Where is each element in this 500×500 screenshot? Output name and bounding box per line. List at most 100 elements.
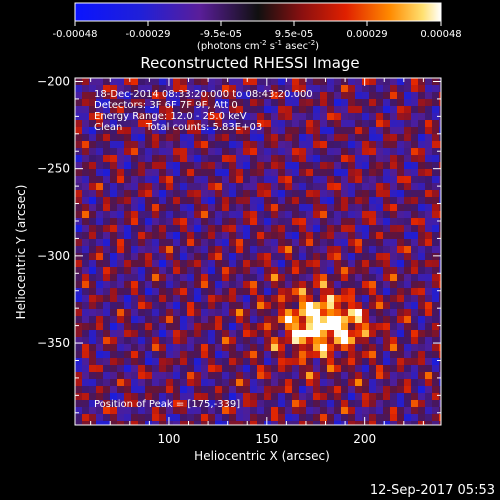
image-pixel bbox=[89, 372, 96, 379]
image-pixel bbox=[299, 337, 306, 344]
image-pixel bbox=[327, 351, 334, 358]
image-pixel bbox=[208, 204, 215, 211]
image-pixel bbox=[278, 246, 285, 253]
image-pixel bbox=[96, 274, 103, 281]
image-pixel bbox=[236, 267, 243, 274]
image-pixel bbox=[341, 78, 348, 85]
image-pixel bbox=[124, 421, 131, 425]
image-pixel bbox=[82, 162, 89, 169]
image-pixel bbox=[418, 358, 425, 365]
image-pixel bbox=[124, 323, 131, 330]
image-pixel bbox=[271, 225, 278, 232]
image-pixel bbox=[264, 78, 271, 85]
image-pixel bbox=[117, 407, 124, 414]
image-pixel bbox=[250, 106, 257, 113]
image-pixel bbox=[299, 365, 306, 372]
image-pixel bbox=[320, 309, 327, 316]
image-pixel bbox=[320, 386, 327, 393]
image-pixel bbox=[278, 267, 285, 274]
image-pixel bbox=[362, 246, 369, 253]
image-pixel bbox=[432, 85, 439, 92]
image-pixel bbox=[243, 386, 250, 393]
image-pixel bbox=[152, 148, 159, 155]
image-pixel bbox=[117, 330, 124, 337]
image-pixel bbox=[89, 99, 96, 106]
image-pixel bbox=[348, 183, 355, 190]
image-pixel bbox=[306, 183, 313, 190]
image-pixel bbox=[362, 253, 369, 260]
image-pixel bbox=[299, 183, 306, 190]
image-pixel bbox=[236, 351, 243, 358]
image-pixel bbox=[145, 267, 152, 274]
image-pixel bbox=[145, 358, 152, 365]
image-pixel bbox=[257, 239, 264, 246]
image-pixel bbox=[250, 190, 257, 197]
image-pixel bbox=[208, 372, 215, 379]
image-pixel bbox=[278, 295, 285, 302]
image-pixel bbox=[236, 141, 243, 148]
image-pixel bbox=[243, 260, 250, 267]
image-pixel bbox=[285, 169, 292, 176]
image-pixel bbox=[166, 134, 173, 141]
image-pixel bbox=[236, 393, 243, 400]
image-pixel bbox=[131, 127, 138, 134]
image-pixel bbox=[201, 316, 208, 323]
image-pixel bbox=[243, 274, 250, 281]
image-pixel bbox=[173, 162, 180, 169]
image-pixel bbox=[334, 99, 341, 106]
image-pixel bbox=[397, 197, 404, 204]
image-pixel bbox=[173, 78, 180, 85]
image-pixel bbox=[348, 337, 355, 344]
image-pixel bbox=[327, 386, 334, 393]
image-pixel bbox=[236, 337, 243, 344]
image-pixel bbox=[145, 127, 152, 134]
image-pixel bbox=[166, 393, 173, 400]
image-pixel bbox=[152, 232, 159, 239]
image-pixel bbox=[82, 239, 89, 246]
image-pixel bbox=[264, 127, 271, 134]
image-pixel bbox=[166, 400, 173, 407]
image-pixel bbox=[411, 407, 418, 414]
image-pixel bbox=[348, 281, 355, 288]
image-pixel bbox=[103, 120, 110, 127]
image-pixel bbox=[355, 386, 362, 393]
image-pixel bbox=[271, 253, 278, 260]
image-pixel bbox=[320, 85, 327, 92]
image-pixel bbox=[173, 148, 180, 155]
image-pixel bbox=[236, 134, 243, 141]
image-pixel bbox=[250, 274, 257, 281]
image-pixel bbox=[215, 85, 222, 92]
image-pixel bbox=[180, 246, 187, 253]
image-pixel bbox=[96, 344, 103, 351]
image-pixel bbox=[285, 400, 292, 407]
image-pixel bbox=[194, 141, 201, 148]
image-pixel bbox=[159, 421, 166, 425]
image-pixel bbox=[383, 99, 390, 106]
image-pixel bbox=[390, 204, 397, 211]
image-pixel bbox=[173, 400, 180, 407]
image-pixel bbox=[390, 330, 397, 337]
image-pixel bbox=[285, 218, 292, 225]
image-pixel bbox=[89, 106, 96, 113]
image-pixel bbox=[418, 85, 425, 92]
image-pixel bbox=[103, 400, 110, 407]
image-pixel bbox=[264, 85, 271, 92]
image-pixel bbox=[82, 183, 89, 190]
image-pixel bbox=[124, 85, 131, 92]
image-pixel bbox=[229, 337, 236, 344]
image-pixel bbox=[320, 267, 327, 274]
image-pixel bbox=[299, 253, 306, 260]
image-pixel bbox=[271, 414, 278, 421]
image-pixel bbox=[89, 113, 96, 120]
image-pixel bbox=[292, 414, 299, 421]
image-pixel bbox=[397, 337, 404, 344]
image-pixel bbox=[180, 232, 187, 239]
image-pixel bbox=[397, 232, 404, 239]
image-pixel bbox=[348, 176, 355, 183]
image-pixel bbox=[243, 141, 250, 148]
image-pixel bbox=[397, 407, 404, 414]
image-pixel bbox=[397, 148, 404, 155]
image-pixel bbox=[369, 400, 376, 407]
image-pixel bbox=[418, 78, 425, 85]
image-pixel bbox=[418, 211, 425, 218]
